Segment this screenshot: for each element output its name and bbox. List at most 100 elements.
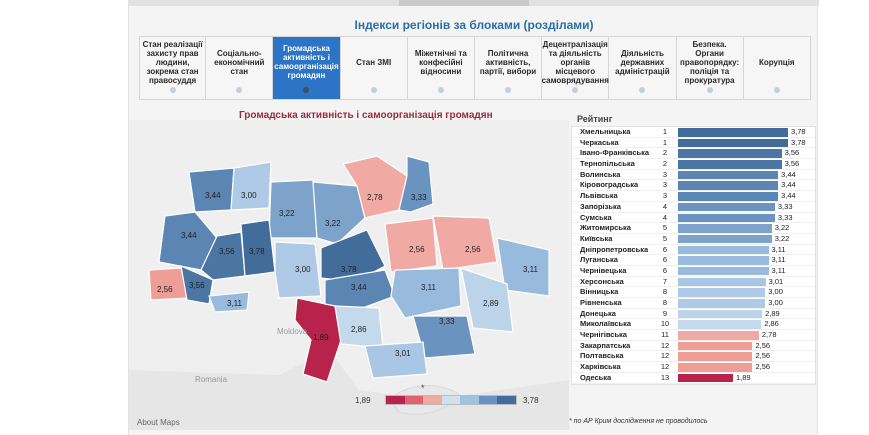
ranking-row[interactable]: Одеська 13 1,89 [572,373,815,384]
ranking-row[interactable]: Івано-Франківська 2 3,56 [572,148,815,160]
tab-indicator-dot[interactable] [303,87,310,93]
ranking-bar [678,320,762,329]
tab-decentralization[interactable]: Децентралізація та діяльність органів мі… [542,36,610,100]
tab-civic-activity[interactable]: Громадська активність і самоорганізація … [273,36,341,100]
region-dnipro[interactable] [390,267,462,319]
region-volyn[interactable] [188,167,235,213]
ranking-row[interactable]: Львівська 3 3,44 [572,191,815,202]
ranking-value: 3,00 [768,287,783,297]
ranking-row[interactable]: Дніпропетровська 6 3,11 [572,245,815,256]
tab-label: Корупція [758,57,795,67]
ranking-bar [678,149,782,158]
oblast-regions [148,155,550,383]
ranking-row[interactable]: Житомирська 5 3,22 [572,223,815,234]
ranking-position: 12 [660,340,670,350]
ranking-row[interactable]: Черкаська 1 3,78 [572,138,815,149]
tab-indicator-dot[interactable] [505,87,512,93]
value-label-vinnytsia: 3,00 [295,265,311,274]
region-sumy[interactable] [398,155,434,213]
ranking-bar [678,224,772,233]
ranking-bar [678,373,733,383]
ranking-row[interactable]: Донецька 9 2,89 [572,309,815,320]
ranking-value: 3,33 [777,201,793,211]
ranking-row[interactable]: Херсонська 7 3,01 [572,277,815,288]
region-kyiv[interactable] [312,181,366,245]
tab-state-administrations[interactable]: Діяльність державних адміністрацій [609,36,677,100]
tab-political-activity[interactable]: Політична активність, партії, вибори [474,36,543,100]
region-ternopil[interactable] [200,231,246,281]
ranking-row[interactable]: Луганська 6 3,11 [572,255,815,266]
ranking-position: 8 [662,287,668,297]
ranking-bar [678,192,779,201]
ranking-row[interactable]: Кіровоградська 3 3,44 [572,180,815,192]
ranking-row[interactable]: Волинська 3 3,44 [572,170,815,181]
top-bar-accent [399,0,529,6]
ranking-value: 2,56 [755,340,771,350]
ranking-value: 3,11 [771,255,786,265]
tab-security[interactable]: Безпека. Органи правопорядку: поліція та… [676,36,744,100]
ranking-row[interactable]: Сумська 4 3,33 [572,213,815,224]
tab-corruption[interactable]: Корупція [743,36,811,100]
ranking-value: 3,44 [781,191,796,201]
tab-ethnic-relations[interactable]: Міжетнічні та конфесійні відносини [407,36,475,100]
region-kharkiv[interactable] [432,215,498,271]
tab-indicator-dot[interactable] [706,87,713,93]
tab-indicator-dot[interactable] [169,87,176,93]
ranking-row[interactable]: Київська 5 3,22 [572,234,815,245]
ranking-row[interactable]: Вінницька 8 3,00 [572,287,815,298]
about-maps-link[interactable]: About Maps [137,418,180,427]
legend-swatch [423,396,442,404]
ranking-row[interactable]: Хмельницька 1 3,78 [572,127,815,138]
ranking-row[interactable]: Харківська 12 2,56 [572,362,815,373]
value-label-volyn: 3,44 [205,191,221,200]
ranking-value: 2,78 [761,330,777,340]
region-rivne[interactable] [230,161,272,211]
block-tabs: Стан реалізації захисту прав людини, зок… [139,36,811,100]
ranking-row[interactable]: Рівненська 8 3,00 [572,298,815,309]
ranking-position: 7 [662,276,668,286]
region-luhansk[interactable] [496,237,550,297]
ranking-bar [678,266,769,276]
region-chernivtsi[interactable] [208,291,250,313]
tab-indicator-dot[interactable] [437,87,444,93]
tab-indicator-dot[interactable] [639,87,646,93]
ranking-position: 6 [662,255,668,265]
region-vinnytsia[interactable] [274,241,322,299]
tab-indicator-dot[interactable] [773,87,780,93]
ranking-region-name: Житомирська [580,223,631,233]
ranking-row[interactable]: Миколаївська 10 2,86 [572,319,815,331]
ranking-row[interactable]: Чернігівська 11 2,78 [572,330,815,341]
value-label-poltava: 2,56 [409,245,425,254]
ranking-row[interactable]: Запорізька 4 3,33 [572,202,815,213]
tab-indicator-dot[interactable] [236,87,243,93]
legend-min-label: 1,89 [355,396,371,405]
value-label-kherson: 3,01 [395,349,411,358]
value-label-chernihiv: 2,78 [367,193,383,202]
crimea-note-marker: * [421,383,425,393]
ranking-bar [678,245,769,255]
ranking-row[interactable]: Чернівецька 6 3,11 [572,266,815,277]
value-label-kirovohrad: 3,44 [351,283,367,292]
value-label-dnipro: 3,11 [421,283,437,292]
ranking-position: 1 [662,137,668,147]
ranking-region-name: Одеська [580,372,612,382]
ranking-value: 3,11 [771,265,786,275]
ranking-row[interactable]: Закарпатська 12 2,56 [572,341,815,352]
region-poltava[interactable] [384,217,438,273]
ranking-row[interactable]: Полтавська 12 2,56 [572,351,815,363]
region-kherson[interactable] [364,341,428,379]
region-donetsk[interactable] [460,267,514,333]
tab-indicator-dot[interactable] [572,87,579,93]
tab-socio-economic[interactable]: Соціально-економічний стан [206,36,274,100]
ranking-row[interactable]: Тернопільська 2 3,56 [572,159,815,170]
tab-media[interactable]: Стан ЗМІ [340,36,408,100]
value-label-kyiv: 3,22 [325,219,341,228]
ranking-region-name: Кіровоградська [580,180,639,190]
tab-human-rights[interactable]: Стан реалізації захисту прав людини, зок… [139,36,207,100]
region-kirovohrad[interactable] [324,269,396,311]
tab-indicator-dot[interactable] [370,87,377,93]
ranking-position: 6 [662,265,668,275]
ranking-bar [678,331,759,340]
tab-label: Безпека. Органи правопорядку: поліція та… [680,39,740,85]
region-ivano-frankivsk[interactable] [180,265,214,305]
